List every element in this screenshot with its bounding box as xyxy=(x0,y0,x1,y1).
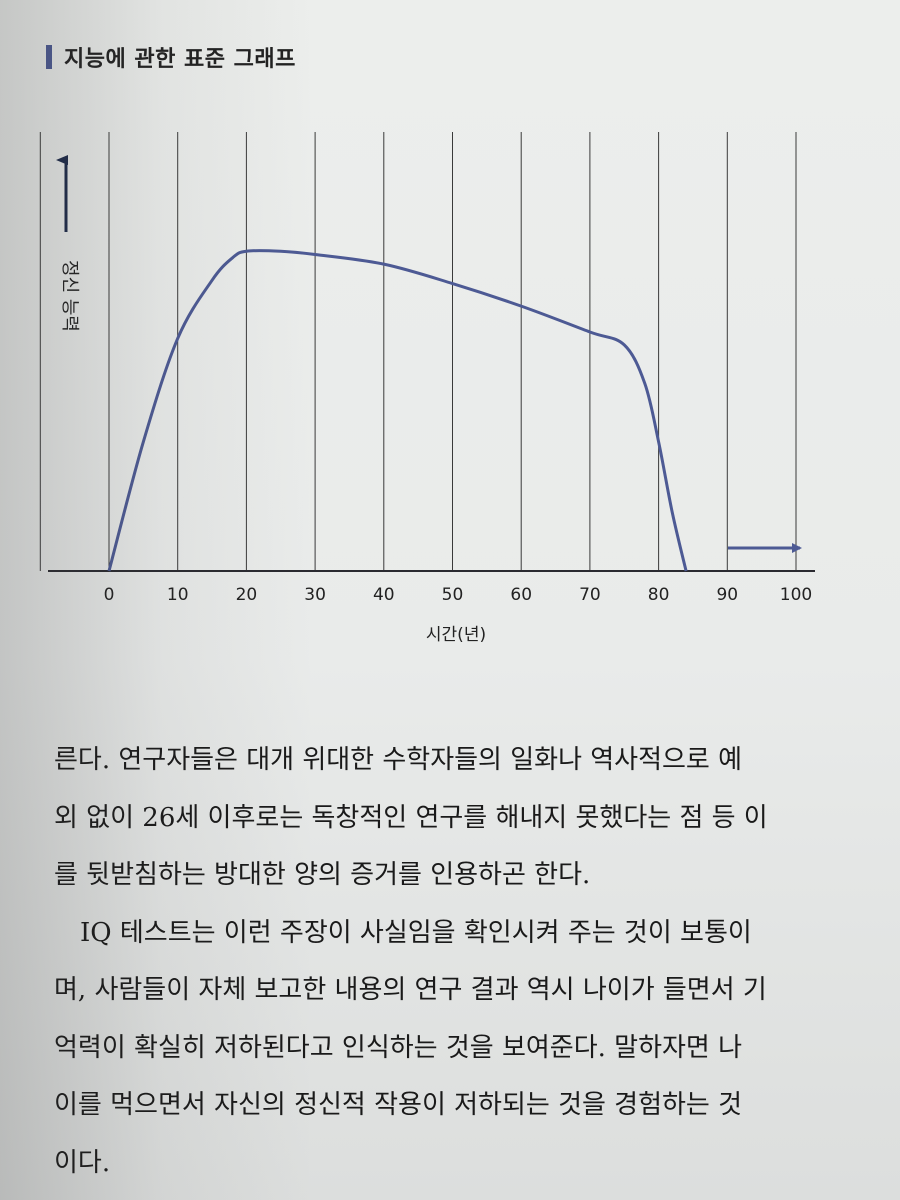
x-tick-label: 90 xyxy=(716,585,738,605)
heading-accent-bar xyxy=(46,45,52,69)
x-axis-label: 시간(년) xyxy=(426,625,486,645)
x-tick-label: 100 xyxy=(780,585,812,605)
paragraph-line: 른다. 연구자들은 대개 위대한 수학자들의 일화나 역사적으로 예 xyxy=(54,745,743,775)
paragraph-line: 를 뒷받침하는 방대한 양의 증거를 인용하곤 한다. xyxy=(54,860,591,890)
body-text: 른다. 연구자들은 대개 위대한 수학자들의 일화나 역사적으로 예 외 없이 … xyxy=(54,732,854,1192)
x-tick-label: 70 xyxy=(579,585,601,605)
y-axis-label: 정신 능력 xyxy=(59,260,80,332)
intelligence-chart: 정신 능력 0 10 20 30 40 50 60 70 80 90 100 시간(년) xyxy=(39,132,815,645)
x-tick-label: 40 xyxy=(373,585,395,605)
x-tick-label: 30 xyxy=(304,585,326,605)
x-tick-label: 0 xyxy=(104,585,115,605)
heading-title: 지능에 관한 표준 그래프 xyxy=(64,47,296,72)
paragraph-line: IQ 테스트는 이런 주장이 사실임을 확인시켜 주는 것이 보통이 xyxy=(80,917,752,948)
x-tick-labels: 0 10 20 30 40 50 60 70 80 90 100 xyxy=(104,585,813,605)
x-tick-label: 20 xyxy=(236,585,258,605)
paragraph-line: 외 없이 26세 이후로는 독창적인 연구를 해내지 못했다는 점 등 이 xyxy=(54,802,768,833)
paragraph-line: 이다. xyxy=(54,1147,111,1178)
x-tick-label: 60 xyxy=(510,585,532,605)
paragraph-line: 며, 사람들이 자체 보고한 내용의 연구 결과 역시 나이가 들면서 기 xyxy=(54,975,767,1005)
x-tick-label: 80 xyxy=(648,585,670,605)
paragraph-line: 이를 먹으면서 자신의 정신적 작용이 저하되는 것을 경험하는 것 xyxy=(54,1090,743,1120)
vertical-grid xyxy=(39,132,797,571)
paragraph-line: 억력이 확실히 저하된다고 인식하는 것을 보여준다. 말하자면 나 xyxy=(54,1032,743,1063)
x-tick-label: 50 xyxy=(442,585,464,605)
section-heading: 지능에 관한 표준 그래프 xyxy=(46,42,296,72)
series-line xyxy=(107,249,688,572)
x-tick-label: 10 xyxy=(167,585,189,605)
